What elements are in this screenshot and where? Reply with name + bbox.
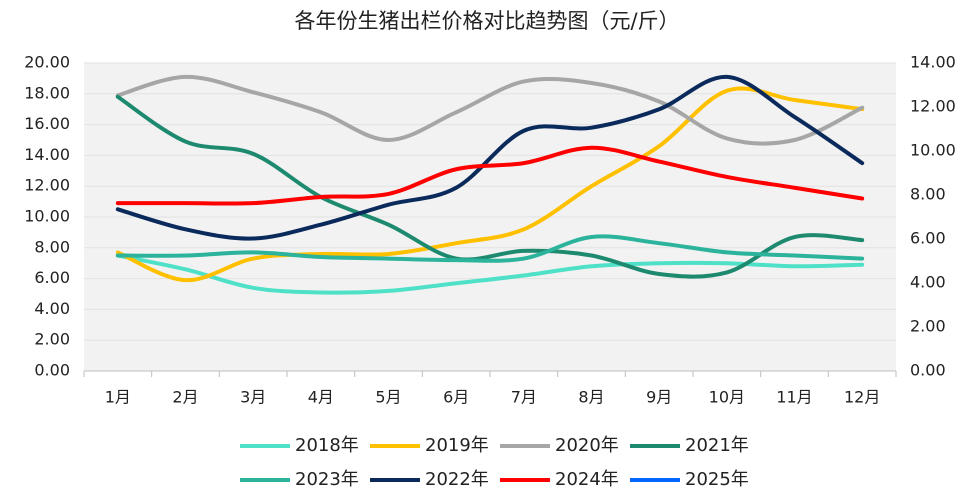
y-tick-label: 18.00 [24, 83, 70, 102]
x-tick-label: 12月 [844, 388, 880, 407]
y-tick-label: 14.00 [24, 145, 70, 164]
y2-tick-label: 0.00 [910, 361, 946, 380]
y2-tick-label: 6.00 [910, 229, 946, 248]
x-tick-label: 4月 [308, 388, 334, 407]
y2-tick-label: 14.00 [910, 53, 956, 72]
y-tick-label: 12.00 [24, 176, 70, 195]
chart-title: 各年份生猪出栏价格对比趋势图（元/斤） [294, 9, 679, 33]
legend-label: 2024年 [555, 469, 619, 490]
legend-label: 2025年 [685, 469, 749, 490]
y-tick-label: 4.00 [34, 299, 70, 318]
series-line [115, 74, 865, 146]
y-tick-label: 16.00 [24, 114, 70, 133]
y2-tick-label: 8.00 [910, 185, 946, 204]
y-tick-label: 8.00 [34, 237, 70, 256]
x-tick-label: 2月 [172, 388, 198, 407]
x-tick-label: 8月 [578, 388, 604, 407]
series-line [115, 94, 865, 279]
y-tick-label: 6.00 [34, 268, 70, 287]
series-line [115, 74, 865, 241]
x-tick-label: 7月 [511, 388, 537, 407]
x-tick-label: 9月 [646, 388, 672, 407]
series-line [115, 145, 865, 206]
x-tick-label: 11月 [776, 388, 812, 407]
y-tick-label: 0.00 [34, 361, 70, 380]
series-line [115, 86, 865, 283]
x-tick-label: 6月 [443, 388, 469, 407]
x-tick-label: 10月 [709, 388, 745, 407]
x-tick-label: 3月 [240, 388, 266, 407]
y-tick-label: 10.00 [24, 207, 70, 226]
x-tick-label: 1月 [105, 388, 131, 407]
legend-label: 2019年 [425, 435, 489, 456]
y2-tick-label: 12.00 [910, 97, 956, 116]
legend-label: 2022年 [425, 469, 489, 490]
series-line [115, 253, 865, 295]
y2-tick-label: 4.00 [910, 273, 946, 292]
y-tick-label: 2.00 [34, 330, 70, 349]
x-tick-label: 5月 [375, 388, 401, 407]
legend-label: 2023年 [295, 469, 359, 490]
legend-label: 2021年 [685, 435, 749, 456]
y2-tick-label: 2.00 [910, 317, 946, 336]
y-tick-label: 20.00 [24, 53, 70, 72]
legend-label: 2018年 [295, 435, 359, 456]
legend-label: 2020年 [555, 435, 619, 456]
series-line [115, 234, 865, 263]
y2-tick-label: 10.00 [910, 141, 956, 160]
